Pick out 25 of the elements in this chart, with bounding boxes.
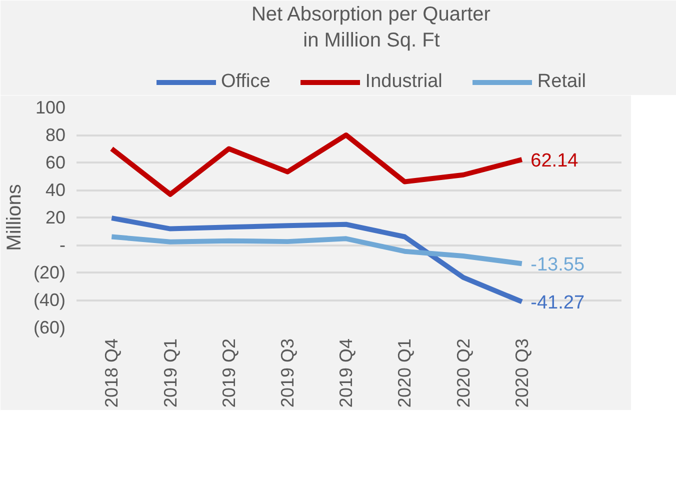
- data-label: -13.55: [530, 254, 585, 276]
- y-axis-title: Millions: [3, 184, 26, 251]
- chart-title: Net Absorption per Quarter in Million Sq. Ft: [251, 3, 491, 52]
- data-label: -41.27: [530, 292, 585, 314]
- x-tick-label: 2018 Q4: [102, 338, 122, 408]
- y-tick-label: (20): [33, 262, 66, 282]
- y-tick-label: 100: [35, 98, 66, 118]
- legend-label: Office: [221, 71, 270, 93]
- y-tick-label: (60): [33, 318, 66, 338]
- x-tick-label: 2020 Q3: [512, 338, 532, 408]
- data-label: 62.14: [530, 150, 579, 172]
- x-tick-label: 2019 Q2: [218, 338, 239, 408]
- y-tick-label: 20: [45, 208, 66, 228]
- y-tick-label: 60: [45, 152, 66, 172]
- legend-label: Industrial: [365, 71, 442, 93]
- y-tick-label: 80: [45, 125, 66, 145]
- x-tick-label: 2020 Q2: [453, 338, 474, 408]
- y-tick-label: (40): [33, 290, 66, 310]
- x-tick-label: 2019 Q1: [160, 338, 180, 408]
- x-tick-label: 2019 Q3: [277, 338, 298, 408]
- y-tick-label: -: [60, 235, 66, 255]
- x-tick-label: 2019 Q4: [336, 338, 356, 408]
- legend-label: Retail: [537, 71, 586, 93]
- y-tick-label: 40: [45, 180, 66, 200]
- x-tick-label: 2020 Q1: [394, 338, 415, 408]
